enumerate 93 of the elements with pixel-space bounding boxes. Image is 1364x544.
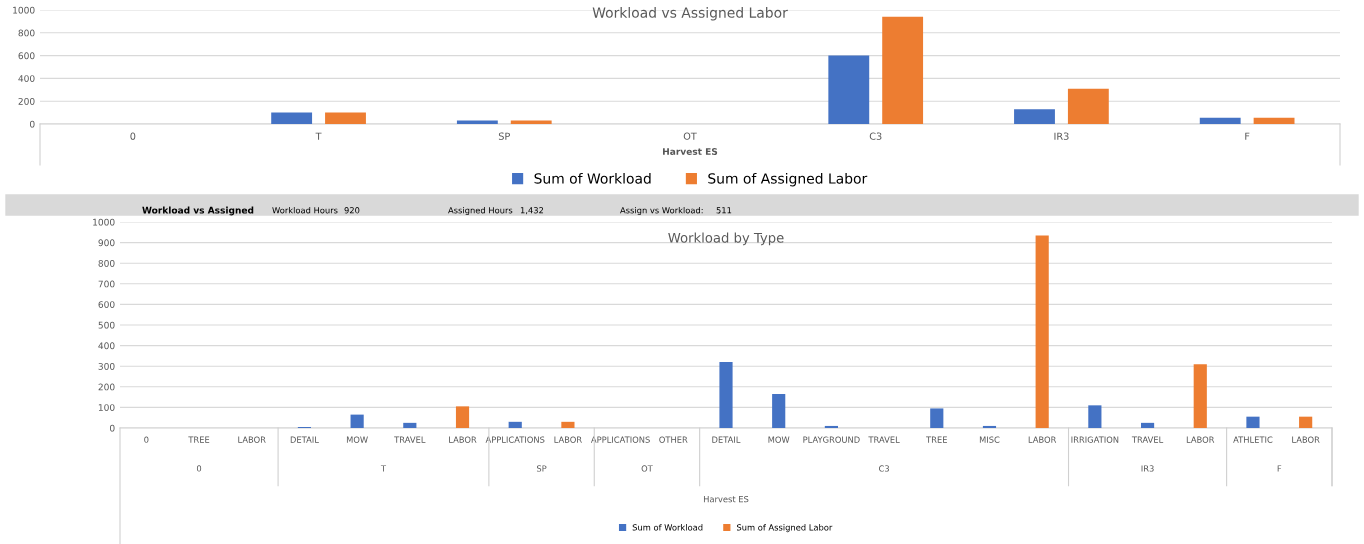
y-tick-label: 0 xyxy=(29,120,35,128)
x-tick-label: MISC xyxy=(979,436,1000,443)
bar xyxy=(824,425,838,428)
y-tick-label: 900 xyxy=(98,239,115,247)
x-tick-label: LABOR xyxy=(449,436,477,443)
bar xyxy=(1193,364,1207,428)
x-tick-label: MOW xyxy=(768,436,790,443)
x-tick-label: IRRIGATION xyxy=(1071,436,1119,443)
y-tick-label: 1000 xyxy=(13,6,35,14)
bar xyxy=(1067,88,1109,124)
bar xyxy=(403,422,417,428)
x-tick-label: 0 xyxy=(130,132,136,140)
bar xyxy=(1246,416,1260,428)
bar xyxy=(772,394,786,428)
bar xyxy=(719,362,733,428)
x-tick-label: TREE xyxy=(188,436,210,443)
y-tick-label: 600 xyxy=(98,301,115,308)
bar xyxy=(1299,416,1313,428)
legend-label: Sum of Workload xyxy=(632,524,703,531)
x-tick-label: TRAVEL xyxy=(394,436,426,443)
legend-label: Sum of Assigned Labor xyxy=(708,172,868,187)
text: Workload Hours xyxy=(272,206,338,214)
bar xyxy=(271,112,313,124)
x-tick-label: IR3 xyxy=(1054,132,1069,140)
y-tick-label: 400 xyxy=(18,75,35,82)
x-tick-label: LABOR xyxy=(554,436,582,443)
x-tick-label: LABOR xyxy=(1186,436,1215,443)
chart-title: Workload vs Assigned Labor xyxy=(592,7,788,21)
x-tick-label: SP xyxy=(498,132,510,140)
x-tick-label: TRAVEL xyxy=(1131,436,1164,443)
x-tick-label: LABOR xyxy=(1028,436,1057,443)
text: OT xyxy=(641,465,653,472)
bar xyxy=(325,112,366,124)
legend-label: Sum of Workload xyxy=(534,172,651,184)
bar xyxy=(930,408,944,428)
y-tick-label: 0 xyxy=(109,424,115,432)
text: F xyxy=(1277,465,1282,472)
bar xyxy=(1035,235,1049,428)
y-tick-label: 800 xyxy=(18,29,35,37)
x-tick-label: DETAIL xyxy=(290,436,319,443)
legend-label: Sum of Assigned Labor xyxy=(736,524,833,533)
y-tick-label: 1000 xyxy=(93,218,115,226)
x-tick-label: 0 xyxy=(144,436,149,443)
x-tick-label: C3 xyxy=(869,132,882,140)
x-tick-label: LABOR xyxy=(238,436,266,443)
x-tick-label: PLAYGROUND xyxy=(803,436,860,443)
x-axis-title: Harvest ES xyxy=(703,495,749,503)
bar xyxy=(828,55,870,124)
bar xyxy=(1140,422,1155,428)
x-axis-title: Harvest ES xyxy=(663,148,718,155)
bar xyxy=(1199,117,1241,124)
text: SP xyxy=(536,465,547,472)
bar xyxy=(982,425,997,428)
x-tick-label: APPLICATIONS xyxy=(590,436,650,443)
bar xyxy=(1253,117,1295,124)
x-tick-label: DETAIL xyxy=(712,436,741,443)
x-tick-label: APPLICATIONS xyxy=(485,436,545,443)
bar xyxy=(508,421,522,428)
y-tick-label: 100 xyxy=(98,404,115,411)
y-tick-label: 300 xyxy=(98,362,115,370)
y-tick-label: 800 xyxy=(98,259,115,267)
text: T xyxy=(380,465,387,472)
x-tick-label: F xyxy=(1245,132,1250,140)
x-tick-label: ATHLETIC xyxy=(1233,436,1273,443)
bar xyxy=(455,406,470,428)
text: Assigned Hours xyxy=(448,206,513,216)
text: Assign vs Workload: xyxy=(620,206,703,216)
text: 1,432 xyxy=(520,207,544,215)
text: C3 xyxy=(878,465,889,472)
text: Workload by Type xyxy=(668,232,784,246)
y-tick-label: 600 xyxy=(18,52,35,60)
y-tick-label: 200 xyxy=(98,383,115,391)
y-tick-label: 700 xyxy=(98,280,115,288)
y-tick-label: 500 xyxy=(98,321,115,329)
x-tick-label: TREE xyxy=(926,436,947,443)
x-tick-label: MOW xyxy=(346,436,368,443)
text: 0 xyxy=(196,465,202,472)
bar xyxy=(1014,109,1055,124)
x-tick-label: OT xyxy=(683,132,697,140)
text: IR3 xyxy=(1141,465,1154,472)
text: 511 xyxy=(716,207,732,214)
bar xyxy=(561,421,575,428)
bar xyxy=(882,16,924,124)
y-tick-label: 200 xyxy=(18,97,35,105)
x-tick-label: T xyxy=(315,132,322,140)
x-tick-label: LABOR xyxy=(1292,436,1320,443)
x-tick-label: TRAVEL xyxy=(868,436,900,443)
x-tick-label: OTHER xyxy=(659,436,688,443)
text: Workload vs Assigned xyxy=(142,206,254,216)
bar xyxy=(1088,405,1102,428)
text: 920 xyxy=(344,207,360,214)
y-tick-label: 400 xyxy=(98,342,115,350)
bar xyxy=(350,414,364,428)
